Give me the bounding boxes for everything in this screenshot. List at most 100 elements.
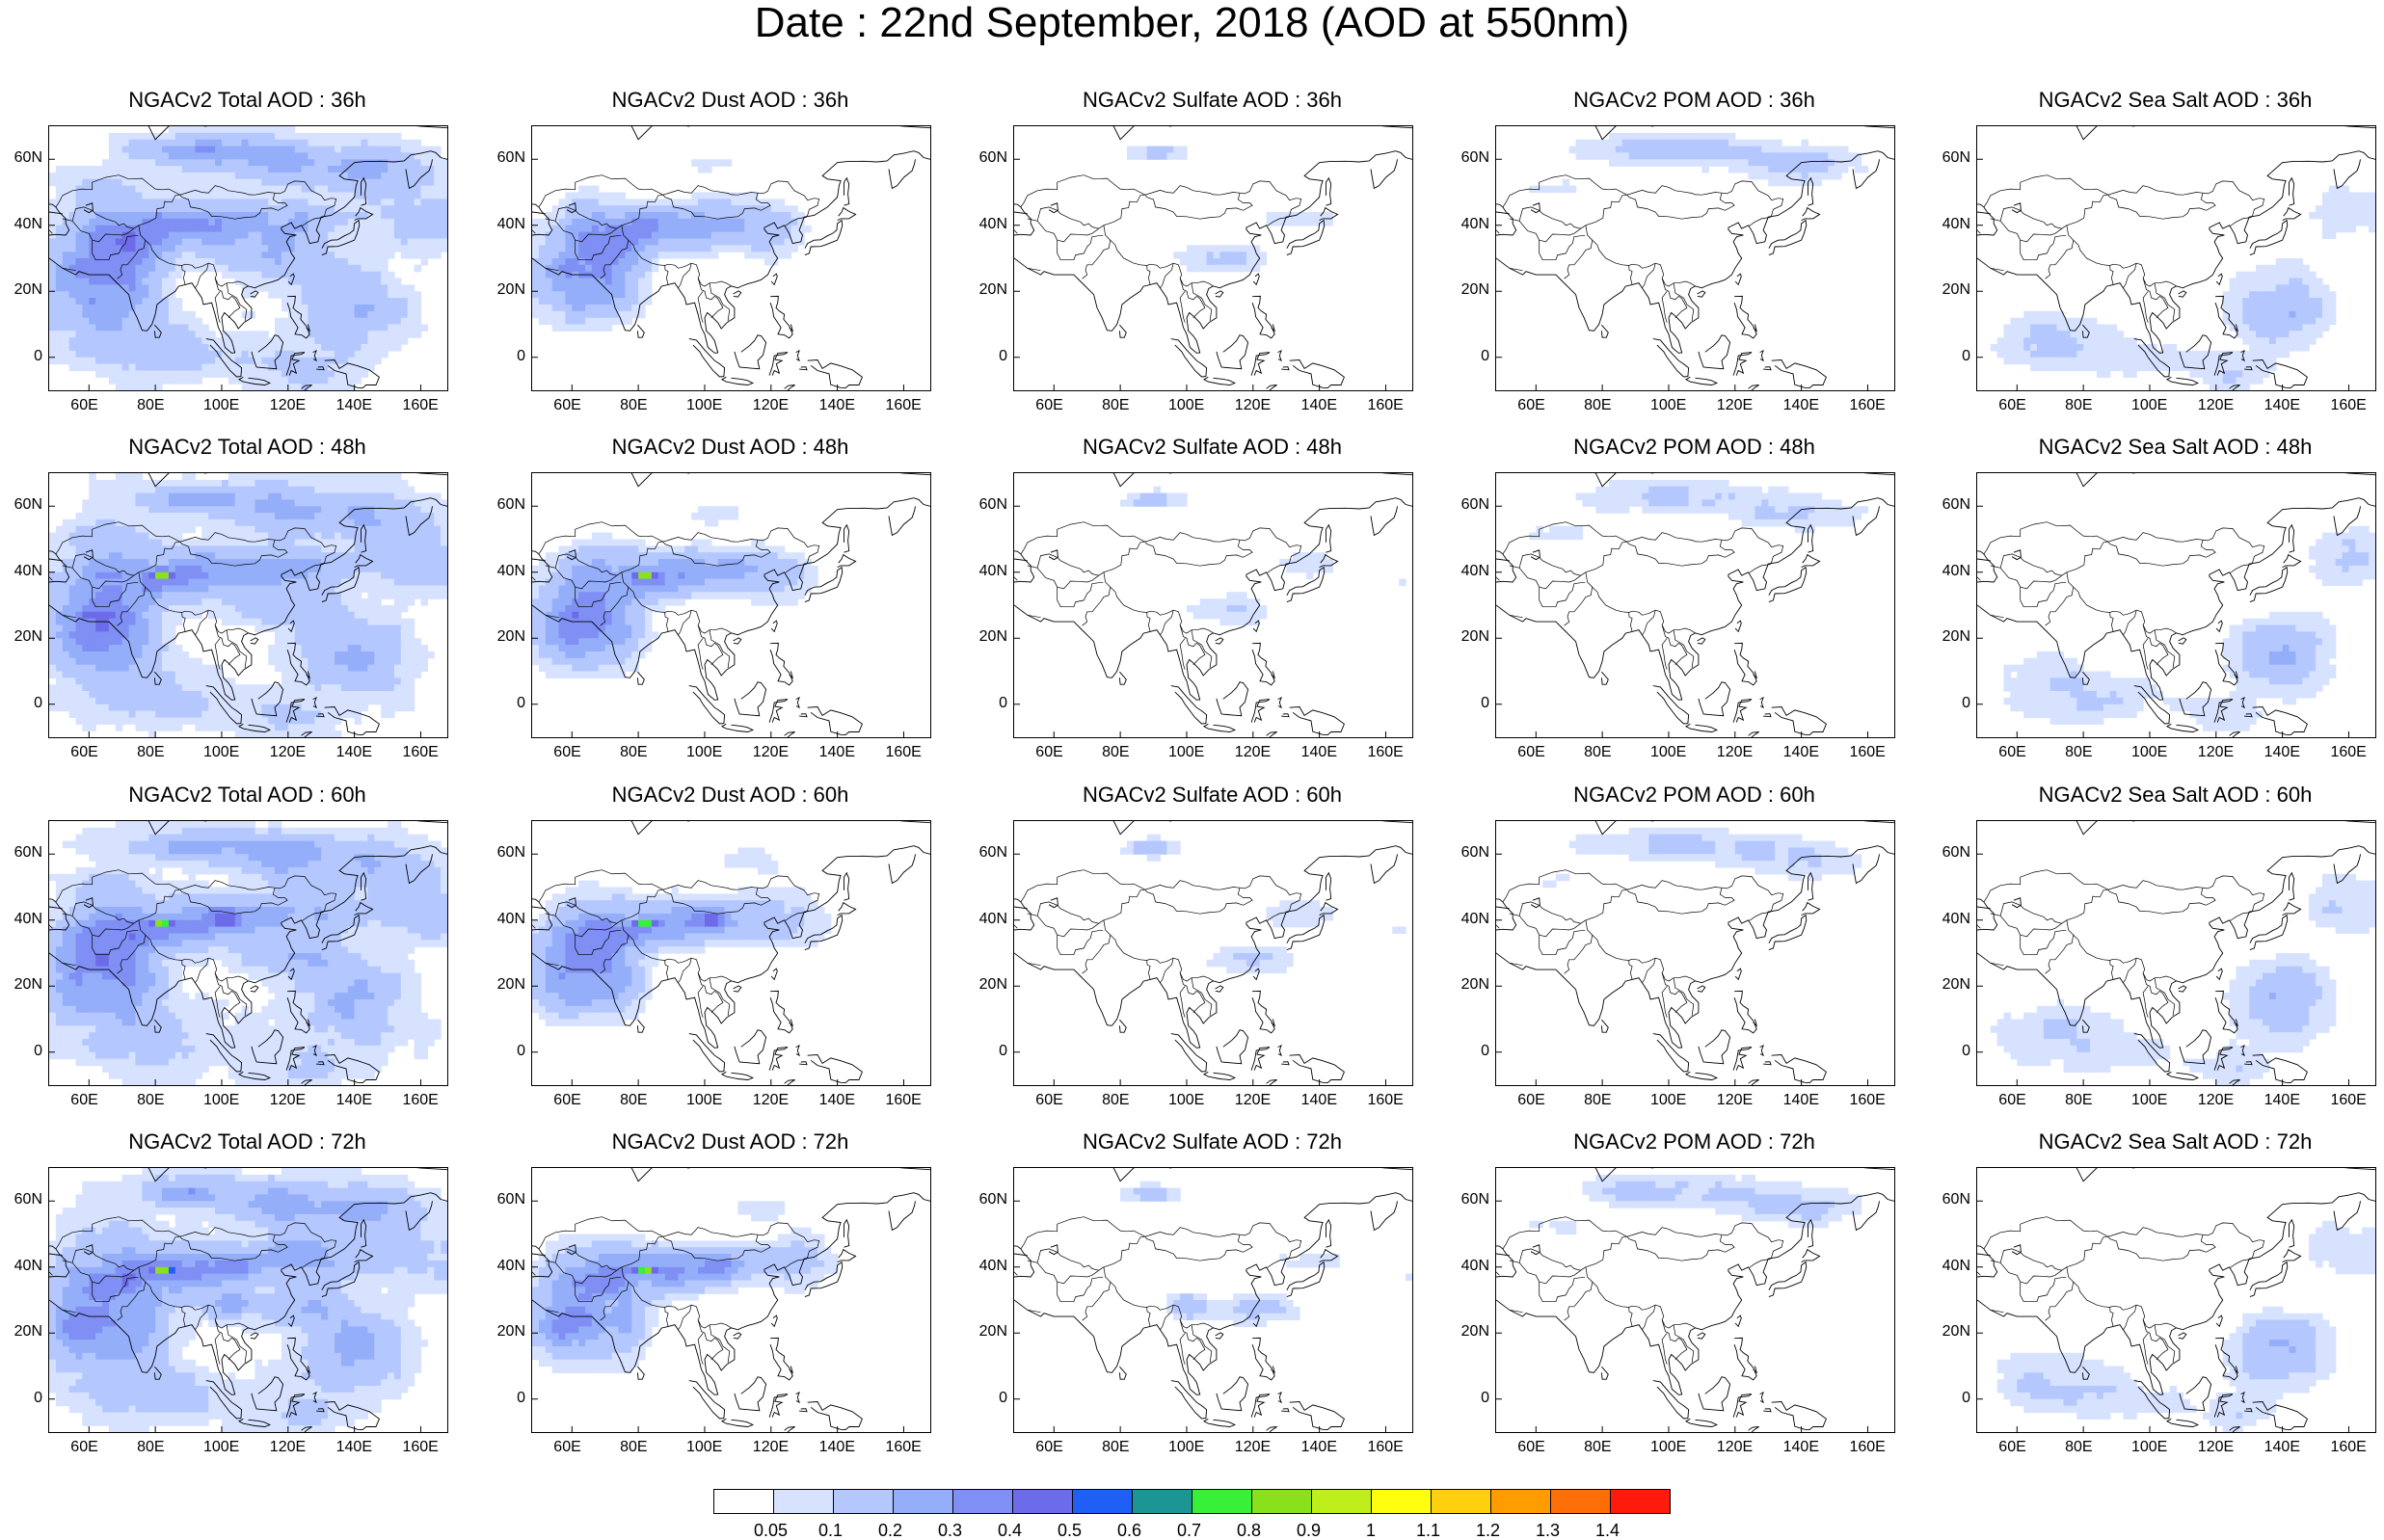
lat-tick-label: 40N [1942,912,1970,927]
lat-tick-label: 0 [517,1044,525,1059]
lat-tick-label: 0 [1481,1044,1489,1059]
lat-tick-label: 40N [1461,1259,1489,1274]
colorbar-label: 0.4 [998,1522,1022,1539]
lat-tick-label: 0 [517,349,525,364]
colorbar-swatch [1311,1489,1372,1514]
lon-tick-label: 60E [1035,398,1062,413]
lat-tick-label: 40N [14,912,42,927]
colorbar-label: 0.9 [1297,1522,1321,1539]
lon-tick-label: 140E [819,398,855,413]
lon-tick-label: 140E [2264,1440,2300,1455]
colorbar-swatch [1550,1489,1611,1514]
panel-title: NGACv2 Sulfate AOD : 36h [975,89,1450,112]
lon-tick-label: 80E [2065,1093,2092,1108]
lon-tick-label: 80E [137,1093,164,1108]
lon-tick-label: 60E [1517,1440,1544,1455]
lon-tick-label: 100E [1650,745,1686,760]
lat-tick-label: 60N [1461,150,1489,166]
lat-tick-label: 60N [1942,845,1970,861]
lon-tick-label: 120E [753,1440,789,1455]
lon-tick-label: 160E [885,1093,921,1108]
lon-tick-label: 60E [553,1440,580,1455]
lat-tick-label: 60N [1461,497,1489,513]
lon-tick-label: 80E [620,1440,647,1455]
lon-tick-label: 140E [2264,1093,2300,1108]
lon-tick-label: 80E [620,745,647,760]
lon-tick-label: 60E [1035,1093,1062,1108]
lon-tick-label: 140E [1301,1440,1337,1455]
lat-tick-label: 40N [979,564,1007,579]
colorbar-label: 0.1 [818,1522,843,1539]
lon-tick-label: 120E [1235,1093,1271,1108]
map-frame [1976,1167,2376,1433]
lon-tick-label: 60E [1035,745,1062,760]
lat-tick-label: 60N [14,1192,42,1208]
lon-tick-label: 140E [2264,745,2300,760]
lon-tick-label: 60E [1517,1093,1544,1108]
lat-tick-label: 0 [999,696,1007,711]
lon-tick-label: 120E [1235,745,1271,760]
lat-tick-label: 40N [497,564,525,579]
map-frame [1495,1167,1895,1433]
lon-tick-label: 60E [70,745,97,760]
lon-tick-label: 160E [1367,1093,1403,1108]
lon-tick-label: 120E [270,1093,306,1108]
panel-title: NGACv2 Dust AOD : 72h [493,1130,968,1154]
lat-tick-label: 40N [1942,217,1970,232]
lon-tick-label: 100E [1168,1093,1204,1108]
lon-tick-label: 80E [137,1440,164,1455]
lat-tick-label: 0 [1962,1044,1970,1059]
colorbar-swatch [1072,1489,1133,1514]
map-frame [1495,472,1895,738]
colorbar-swatch [952,1489,1013,1514]
lon-tick-label: 100E [2131,1093,2167,1108]
lat-tick-label: 20N [497,977,525,993]
lon-tick-label: 60E [70,1093,97,1108]
panel-title: NGACv2 Total AOD : 72h [10,1130,485,1154]
colorbar-swatch [773,1489,834,1514]
lat-tick-label: 60N [1942,497,1970,513]
lon-tick-label: 140E [819,1093,855,1108]
aod-cells [1127,146,1333,273]
aod-field [1977,821,2375,1085]
lat-tick-label: 60N [979,845,1007,861]
aod-field [1977,126,2375,390]
lon-tick-label: 60E [70,1440,97,1455]
lat-tick-label: 60N [497,1192,525,1208]
lat-tick-label: 60N [979,1192,1007,1208]
lat-tick-label: 0 [1962,349,1970,364]
lat-tick-label: 0 [34,1044,42,1059]
lon-tick-label: 80E [620,1093,647,1108]
aod-field [532,1168,930,1432]
lat-tick-label: 20N [14,629,42,645]
colorbar-label: 0.2 [878,1522,902,1539]
lon-tick-label: 160E [402,398,438,413]
aod-cells [532,159,812,332]
lat-tick-label: 20N [1461,977,1489,993]
lat-tick-label: 40N [1942,564,1970,579]
aod-field [49,1168,447,1432]
lat-tick-label: 20N [497,282,525,298]
lon-tick-label: 80E [620,398,647,413]
lon-tick-label: 160E [1367,1440,1403,1455]
colorbar-label: 0.8 [1237,1522,1261,1539]
aod-cells [1529,133,1868,193]
colorbar-swatch [893,1489,953,1514]
lat-tick-label: 60N [1942,150,1970,166]
aod-cells [49,821,447,1085]
lon-tick-label: 140E [1783,398,1819,413]
panel-title: NGACv2 POM AOD : 72h [1457,1130,1932,1154]
lon-tick-label: 60E [1517,745,1544,760]
lon-tick-label: 160E [402,1440,438,1455]
map-frame [531,125,931,391]
colorbar-label: 1 [1366,1522,1376,1539]
lon-tick-label: 60E [1035,1440,1062,1455]
